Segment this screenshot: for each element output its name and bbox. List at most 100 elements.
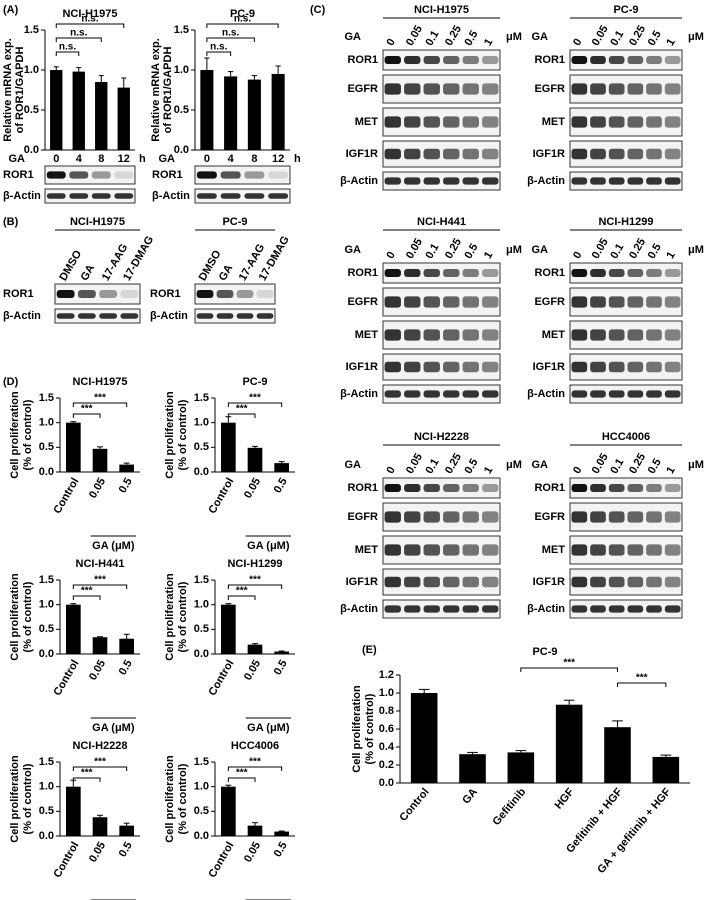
blot-band bbox=[443, 390, 460, 398]
x-axis-label: GA (μM) bbox=[92, 722, 135, 734]
blot-band bbox=[462, 511, 479, 523]
y-axis-label: Cell proliferation bbox=[164, 391, 176, 479]
blot-band bbox=[590, 296, 606, 308]
panel-label: (C) bbox=[310, 4, 326, 16]
blot-band bbox=[627, 605, 644, 613]
chart-title: NCI-H1299 bbox=[227, 558, 282, 570]
blot-band bbox=[590, 56, 606, 64]
x-tick-label: Gefitinib bbox=[490, 786, 528, 828]
y-tick-label: 1.0 bbox=[39, 417, 54, 429]
y-tick-label: 0.0 bbox=[194, 648, 209, 660]
blot-band bbox=[120, 313, 139, 319]
bar bbox=[95, 82, 108, 150]
bar bbox=[271, 74, 285, 150]
lane-label: 17-DMAG bbox=[121, 234, 156, 283]
bar bbox=[274, 651, 289, 654]
y-tick-label: 1.0 bbox=[194, 599, 209, 611]
row-label: β-Actin bbox=[527, 175, 565, 187]
bar bbox=[119, 638, 134, 654]
x-tick-label: 8 bbox=[251, 153, 257, 165]
y-axis-label: (% of control) bbox=[364, 693, 376, 764]
row-label: ROR1 bbox=[347, 482, 378, 494]
significance-bracket bbox=[206, 23, 279, 28]
row-label: β-Actin bbox=[152, 190, 190, 202]
blot-band bbox=[443, 269, 460, 277]
blot-strip bbox=[569, 477, 683, 499]
blot-band bbox=[443, 361, 460, 373]
blot-band bbox=[646, 83, 662, 95]
blot-band bbox=[462, 544, 479, 556]
y-axis-label: Relative mRNA exp. bbox=[2, 38, 14, 142]
x-tick-label: 0.5 bbox=[272, 476, 290, 495]
blot-band bbox=[220, 193, 241, 199]
bar bbox=[507, 752, 535, 783]
blot-band bbox=[423, 83, 440, 95]
y-tick-label: 1.0 bbox=[194, 417, 209, 429]
blot-band bbox=[608, 361, 625, 373]
y-axis-label: (% of control) bbox=[22, 399, 34, 470]
significance-bracket bbox=[227, 413, 256, 418]
panel-label: (A) bbox=[3, 4, 19, 16]
blot-band bbox=[236, 290, 254, 298]
y-axis-label: (% of control) bbox=[22, 581, 34, 652]
blot-band bbox=[571, 544, 588, 556]
y-tick-label: 0.0 bbox=[379, 777, 394, 789]
blot-band bbox=[384, 511, 401, 523]
row-label: β-Actin bbox=[340, 388, 378, 400]
lane-label: 1 bbox=[664, 465, 677, 476]
chart-title: HCC4006 bbox=[231, 740, 279, 752]
row-label: EGFR bbox=[534, 511, 565, 523]
blot-band bbox=[608, 148, 625, 160]
blot-band bbox=[482, 56, 499, 64]
bar bbox=[66, 604, 81, 654]
blot-band bbox=[482, 390, 499, 398]
row-label: β-Actin bbox=[3, 310, 41, 322]
blot-band bbox=[404, 576, 421, 588]
unit-label: μM bbox=[506, 31, 522, 43]
blot-band bbox=[571, 484, 588, 492]
blot-band bbox=[462, 177, 479, 185]
y-tick-label: 1.0 bbox=[39, 599, 54, 611]
x-axis-label: GA (μM) bbox=[247, 540, 290, 552]
x-unit: h bbox=[139, 153, 146, 165]
x-tick-label: GA bbox=[460, 786, 480, 806]
y-tick-label: 0.5 bbox=[194, 805, 209, 817]
blot-band bbox=[462, 390, 479, 398]
blot-band bbox=[664, 116, 681, 128]
blot-band bbox=[482, 361, 499, 373]
blot-band bbox=[423, 116, 440, 128]
row-label: EGFR bbox=[534, 83, 565, 95]
lane-label: 0.1 bbox=[423, 457, 441, 476]
chart-title: PC-9 bbox=[532, 646, 557, 658]
blot-band bbox=[196, 193, 217, 199]
y-tick-label: 1.5 bbox=[194, 574, 209, 586]
blot-band bbox=[462, 148, 479, 160]
blot-strip bbox=[569, 353, 683, 381]
y-tick-label: 0.0 bbox=[174, 144, 189, 156]
significance-label: n.s. bbox=[222, 28, 239, 39]
blot-band bbox=[423, 511, 440, 523]
y-tick-label: 1.5 bbox=[174, 24, 189, 36]
x-tick-label: 0.05 bbox=[242, 840, 263, 865]
x-tick-label: Control bbox=[52, 476, 82, 516]
blot-strip bbox=[382, 49, 501, 71]
blot-band bbox=[627, 576, 644, 588]
blot-band bbox=[404, 148, 421, 160]
lane-label: 0.1 bbox=[608, 242, 626, 261]
blot-band bbox=[482, 544, 499, 556]
blot-band bbox=[482, 484, 499, 492]
significance-bracket bbox=[520, 667, 618, 672]
blot-band bbox=[608, 329, 625, 341]
x-tick-label: 0.05 bbox=[87, 840, 108, 865]
blot-band bbox=[571, 116, 588, 128]
blot-band bbox=[384, 83, 401, 95]
blot-band bbox=[627, 361, 644, 373]
blot-band bbox=[664, 269, 681, 277]
blot-strip bbox=[54, 283, 141, 305]
blot-band bbox=[423, 544, 440, 556]
bar bbox=[200, 70, 214, 150]
blot-band bbox=[571, 83, 588, 95]
blot-band bbox=[443, 576, 460, 588]
blot-band bbox=[56, 313, 75, 319]
treatment-label: GA bbox=[345, 459, 362, 471]
